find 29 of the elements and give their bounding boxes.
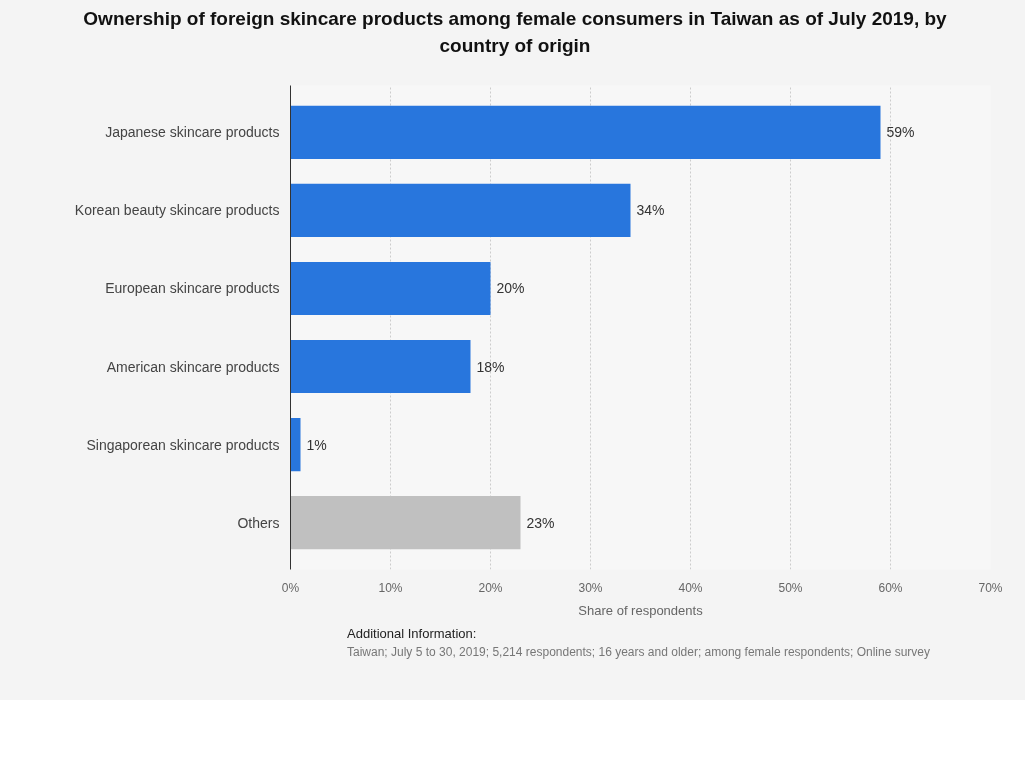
y-tick-label: American skincare products bbox=[106, 358, 280, 375]
text: Additional Information: bbox=[347, 625, 478, 643]
bar bbox=[290, 339, 471, 394]
data-label: 18% bbox=[476, 358, 505, 375]
data-label: 23% bbox=[526, 514, 555, 531]
x-tick-label: 0% bbox=[281, 580, 300, 595]
y-tick-label: Japanese skincare products bbox=[105, 124, 280, 141]
x-tick-label: 60% bbox=[878, 580, 903, 595]
x-tick-label: 40% bbox=[678, 580, 703, 595]
x-tick-label: 10% bbox=[378, 580, 403, 595]
x-axis-title: Share of respondents bbox=[578, 602, 704, 618]
x-tick-label: 20% bbox=[478, 580, 503, 595]
bar bbox=[290, 261, 491, 316]
data-label: 20% bbox=[496, 280, 525, 297]
text: Taiwan; July 5 to 30, 2019; 5,214 respondents; 16 years and older; among female respondents; Online survey bbox=[347, 643, 931, 661]
y-tick-label: European skincare products bbox=[105, 280, 280, 297]
chart-title: Ownership of foreign skincare products among female consumers in Taiwan as of July 2019, by country of origin bbox=[82, 7, 948, 59]
x-tick-label: 50% bbox=[778, 580, 803, 595]
y-tick-label: Others bbox=[237, 514, 280, 531]
data-label: 59% bbox=[886, 124, 915, 141]
x-tick-label: 70% bbox=[978, 580, 1003, 595]
bar bbox=[290, 418, 301, 472]
data-label: 1% bbox=[306, 436, 327, 453]
data-label: 34% bbox=[636, 202, 665, 219]
bar bbox=[290, 183, 631, 237]
x-tick-label: 30% bbox=[578, 580, 603, 595]
y-tick-label: Singaporean skincare products bbox=[86, 436, 280, 453]
y-tick-label: Korean beauty skincare products bbox=[74, 202, 280, 219]
bar bbox=[290, 105, 881, 159]
